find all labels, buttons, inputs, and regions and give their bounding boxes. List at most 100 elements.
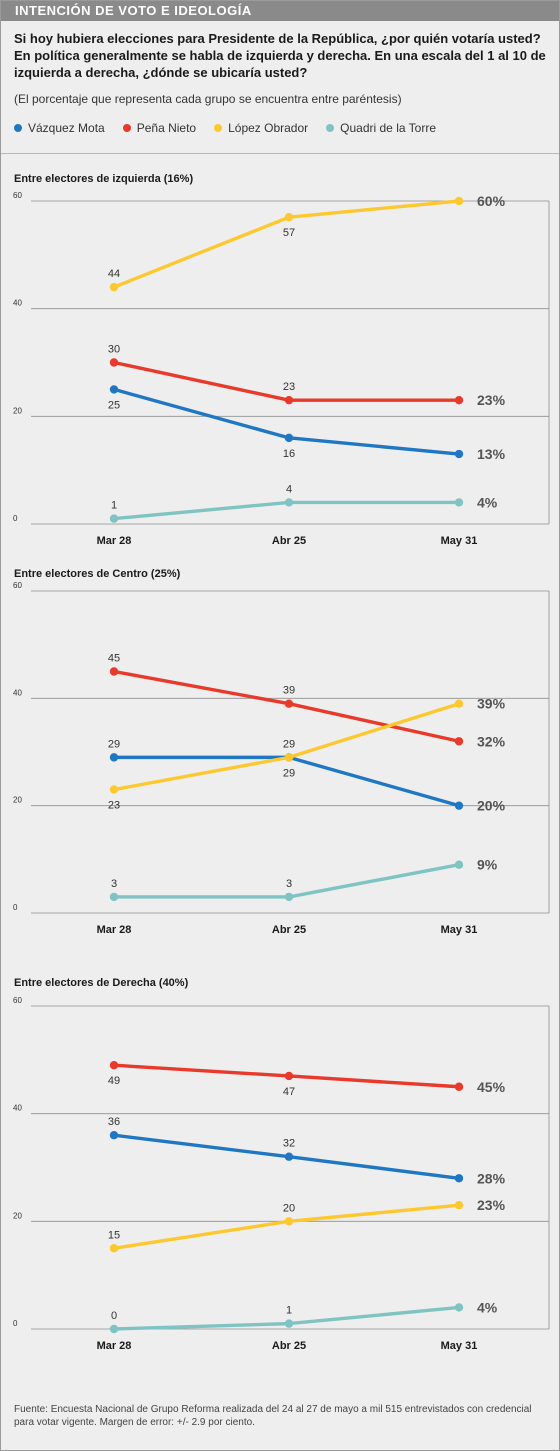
data-label: 25 [108,399,120,411]
source-note: Fuente: Encuesta Nacional de Grupo Refor… [14,1404,532,1428]
end-value-label: 4% [477,494,498,510]
chart-izquierda-plot: 0 20 40 60 Mar 28 Abr 25 May 31 44 57 60% 30 23 23% 2… [13,191,550,547]
data-label: 3 [111,878,117,890]
legend-item-pena-nieto: Peña Nieto [122,121,197,135]
legend-item-quadri: Quadri de la Torre [326,121,436,135]
chart-title: Entre electores de izquierda (16%) [14,173,194,185]
legend-item-vazquez-mota: Vázquez Mota [14,121,105,135]
data-point [284,1217,294,1226]
data-point [454,1174,464,1183]
end-value-label: 13% [477,446,506,462]
data-label: 49 [108,1075,120,1087]
data-label: 23 [108,800,120,812]
y-tick-label: 0 [13,514,18,523]
data-point [109,785,119,794]
x-tick-label: Abr 25 [272,1340,306,1352]
data-label: 39 [283,685,295,697]
data-point [284,212,294,222]
x-tick-label: Mar 28 [97,1340,132,1352]
header-title: INTENCIÓN DE VOTO E IDEOLOGÍA [15,3,252,18]
end-value-label: 39% [477,696,506,712]
y-tick-label: 20 [13,796,22,805]
data-point [109,385,119,394]
end-value-label: 28% [477,1170,506,1186]
data-label: 29 [283,738,295,750]
data-label: 36 [108,1116,120,1128]
data-point [109,358,119,367]
data-point [454,196,464,206]
data-point [109,1324,119,1334]
data-point [109,753,119,762]
data-point [454,699,464,708]
data-label: 45 [108,653,120,665]
data-point [284,699,294,708]
legend-dot [326,124,335,132]
section-divider [1,153,559,154]
end-value-label: 32% [477,733,506,749]
data-point [454,860,464,869]
chart-izquierda: Entre electores de izquierda (16%) 0 20 40… [1,173,559,553]
data-label: 4 [286,483,292,495]
end-value-label: 45% [477,1079,506,1095]
y-tick-label: 40 [13,688,22,697]
data-point [109,892,119,902]
data-label: 44 [108,268,120,280]
data-point [109,1061,119,1070]
legend-label: López Obrador [228,121,309,135]
data-label: 30 [108,344,120,356]
data-point [284,498,294,507]
data-point [284,433,294,443]
legend: Vázquez Mota Peña Nieto López Obrador Qu… [14,119,454,137]
y-tick-label: 40 [13,1104,22,1113]
data-label: 1 [111,500,117,512]
data-label: 47 [283,1086,295,1098]
end-value-label: 60% [477,193,506,209]
y-tick-label: 60 [13,191,22,200]
data-point [284,1319,294,1328]
data-point [454,498,464,507]
x-tick-label: Mar 28 [97,535,132,547]
data-point [284,1152,294,1161]
data-point [109,667,119,676]
data-point [109,514,119,523]
x-tick-label: Mar 28 [97,924,132,936]
data-point [454,1200,464,1210]
y-tick-label: 20 [13,1211,22,1220]
chart-title: Entre electores de Centro (25%) [14,568,181,580]
data-point [109,1131,119,1140]
legend-dot [214,124,223,132]
chart-title: Entre electores de Derecha (40%) [14,977,189,989]
x-tick-label: Abr 25 [272,535,306,547]
legend-label: Peña Nieto [136,121,197,135]
x-tick-label: May 31 [441,535,478,547]
survey-question: Si hoy hubiera elecciones para President… [14,31,546,80]
header-bar: INTENCIÓN DE VOTO E IDEOLOGÍA [1,1,559,21]
x-tick-label: May 31 [441,924,478,936]
end-value-label: 9% [477,857,498,873]
data-point [454,449,464,459]
legend-dot [14,124,22,132]
chart-centro: Entre electores de Centro (25%) 0 20 40 60 M… [1,568,559,948]
legend-label: Vázquez Mota [28,121,105,135]
data-point [284,753,294,762]
data-point [454,1082,464,1091]
data-label: 1 [286,1305,292,1317]
y-tick-label: 60 [13,581,22,590]
y-tick-label: 20 [13,406,22,415]
data-label: 16 [283,448,295,460]
percentage-note: (El porcentaje que representa cada grupo… [14,92,402,106]
end-value-label: 23% [477,392,506,408]
end-value-label: 23% [477,1197,506,1213]
data-point [284,892,294,902]
data-label: 23 [283,381,295,393]
legend-dot [122,124,131,132]
y-tick-label: 40 [13,299,22,308]
end-value-label: 20% [477,798,506,814]
data-point [109,282,119,292]
data-label: 32 [283,1138,295,1150]
x-tick-label: Abr 25 [272,924,306,936]
x-tick-label: May 31 [441,1340,478,1352]
legend-item-lopez-obrador: López Obrador [214,121,308,135]
data-point [284,395,294,405]
